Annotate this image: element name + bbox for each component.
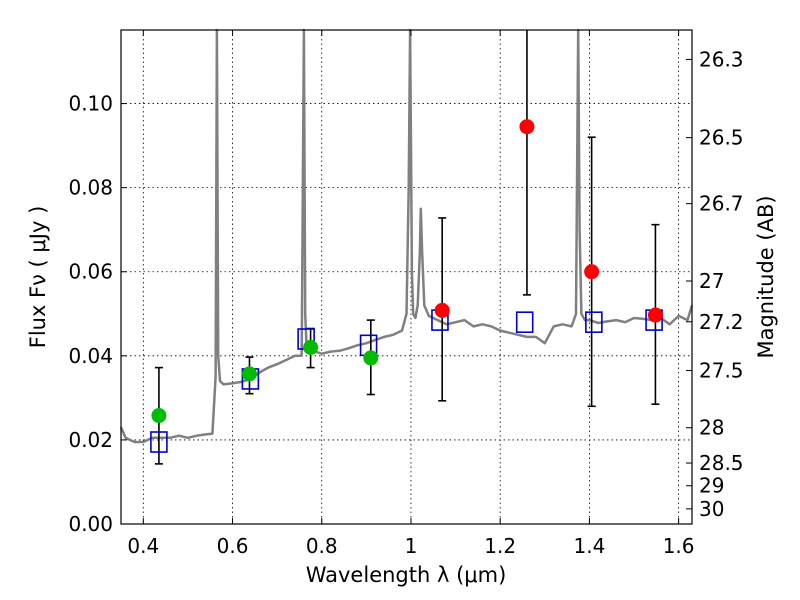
y2-tick-label: 29 [699, 474, 724, 498]
y2-axis-label: Magnitude (AB) [754, 195, 778, 358]
model-square [150, 431, 168, 453]
red-point [519, 119, 535, 135]
green-point [303, 339, 319, 355]
x-tick-label: 0.6 [217, 534, 249, 558]
y2-tick-label: 27.5 [699, 359, 744, 383]
y2-tick-label: 26.5 [699, 126, 744, 150]
spectrum-layer [119, 28, 694, 444]
y-tick-label: 0.00 [68, 512, 113, 536]
x-tick-label: 1 [405, 534, 418, 558]
x-axis-label: Wavelength λ (μm) [306, 563, 507, 587]
y-tick-label: 0.04 [68, 344, 113, 368]
x-tick-label: 0.4 [127, 534, 159, 558]
y2-tick-label: 28.5 [699, 451, 744, 475]
x-tick-label: 1.4 [573, 534, 605, 558]
y-axis-label: Flux Fν ( μJy ) [26, 206, 50, 349]
x-tick-label: 0.8 [306, 534, 338, 558]
red-point [434, 302, 450, 318]
y-tick-label: 0.08 [68, 176, 113, 200]
y2-tick-label: 28 [699, 416, 724, 440]
x-tick-label: 1.2 [484, 534, 516, 558]
red-point [584, 264, 600, 280]
y-tick-label: 0.10 [68, 92, 113, 116]
green-point [241, 366, 257, 382]
y-tick-label: 0.06 [68, 260, 113, 284]
green-point [363, 350, 379, 366]
y2-tick-label: 27.2 [699, 310, 744, 334]
red-point [647, 307, 663, 323]
model-square [515, 311, 534, 333]
y2-tick-label: 27 [699, 269, 724, 293]
y2-tick-label: 26.7 [699, 192, 744, 216]
y2-tick-label: 30 [699, 497, 724, 521]
spectrum-line [119, 28, 694, 444]
tick-layer: 0.4 0.6 0.8 1 1.2 1.4 1.6 0.00 0.02 0.04 0.06 0.08 0… [68, 30, 744, 558]
y2-tick-label: 26.3 [699, 47, 744, 71]
green-point [151, 408, 167, 424]
model-square [585, 311, 603, 333]
x-tick-label: 1.6 [663, 534, 695, 558]
y-tick-label: 0.02 [68, 428, 113, 452]
marker-layer [150, 119, 663, 453]
plot-frame [120, 29, 693, 525]
